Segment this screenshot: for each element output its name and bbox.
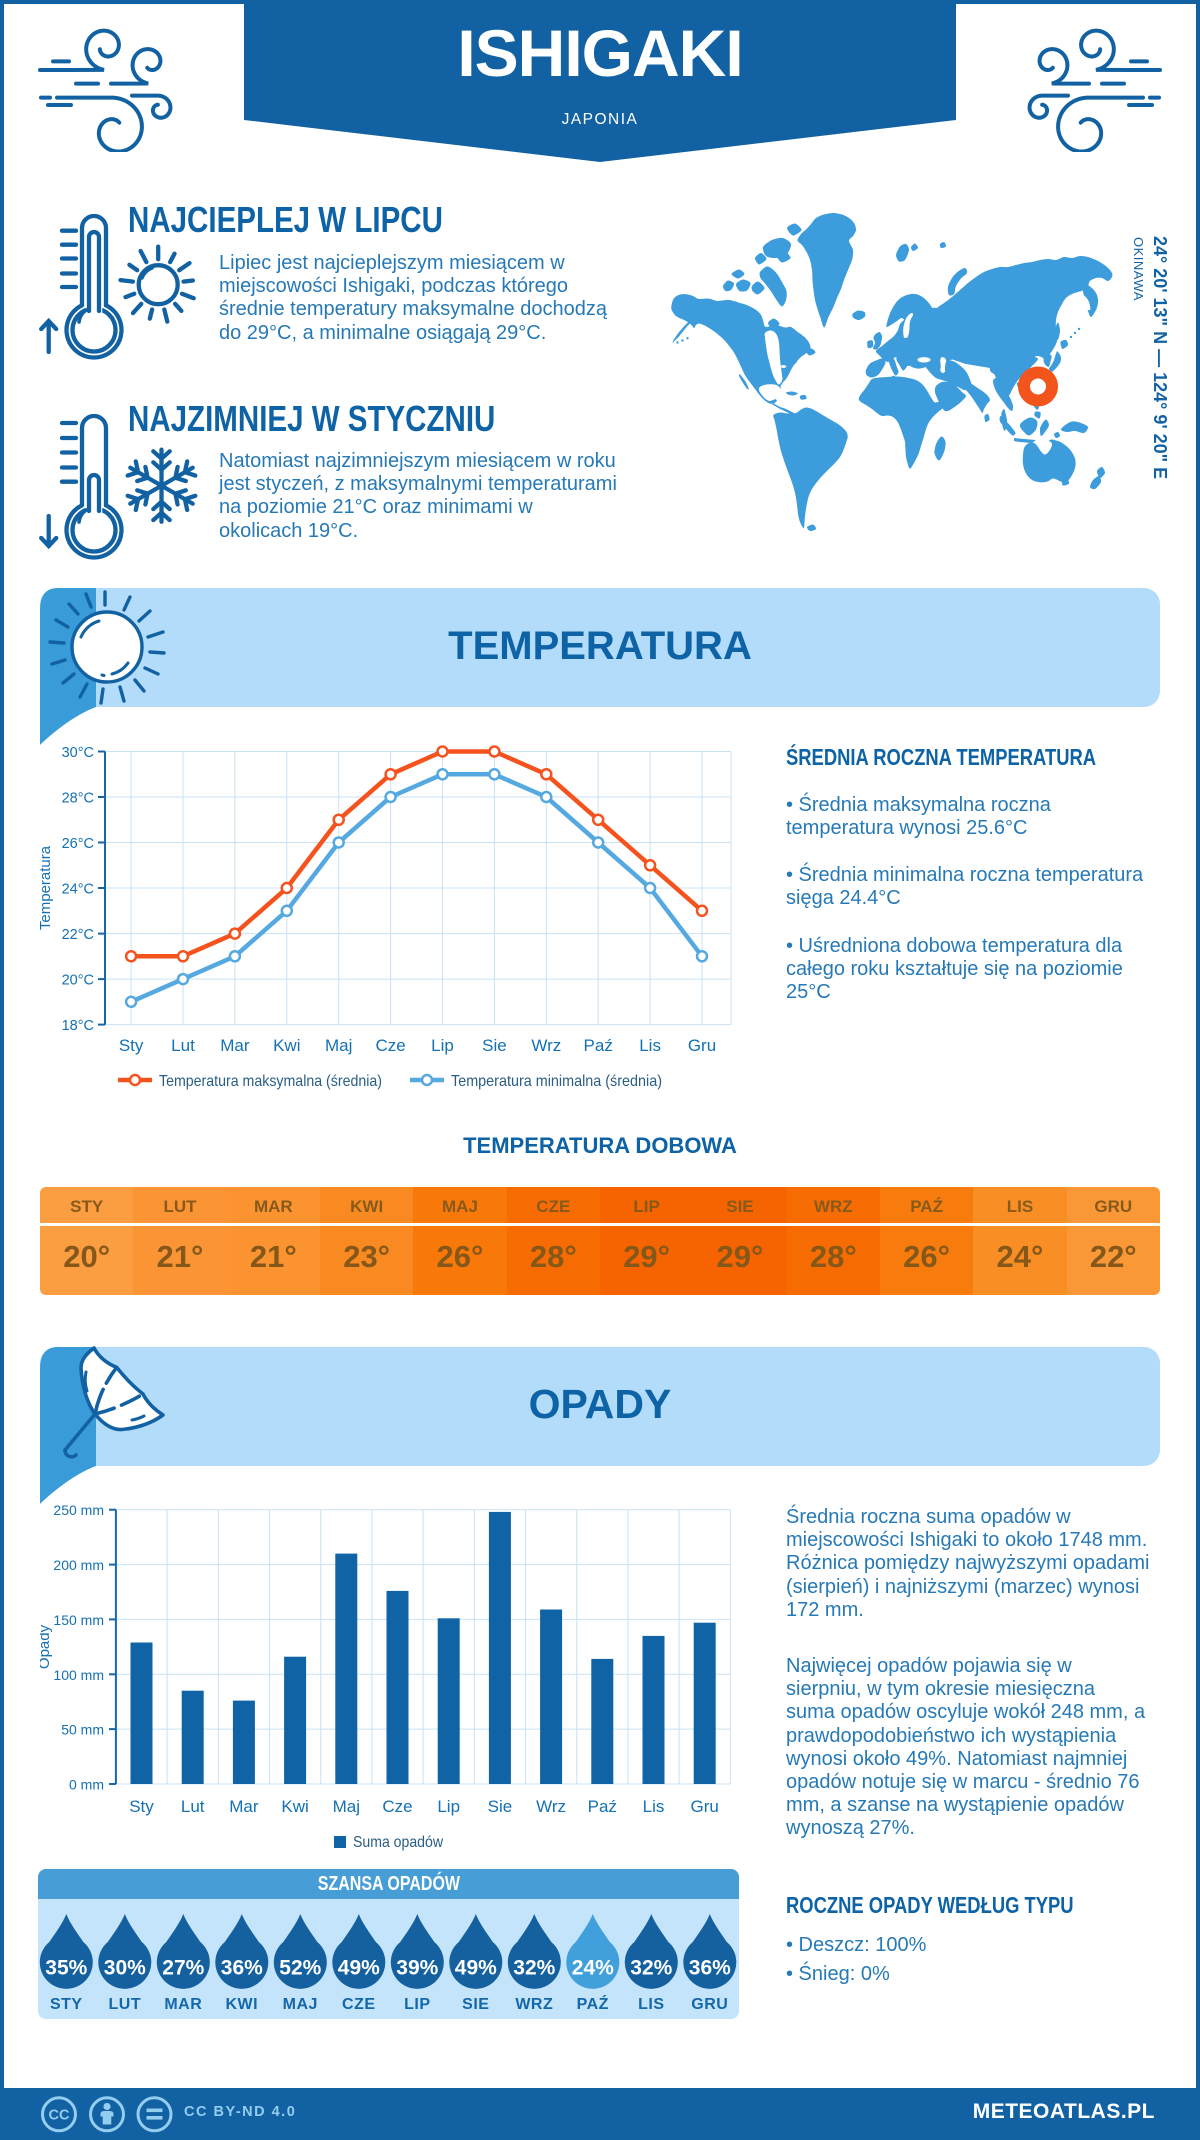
svg-text:Kwi: Kwi	[273, 1036, 300, 1055]
svg-text:Wrz: Wrz	[536, 1797, 566, 1816]
svg-text:28°C: 28°C	[62, 791, 94, 807]
svg-text:PAŹ: PAŹ	[577, 1994, 609, 2013]
svg-text:Mar: Mar	[229, 1797, 259, 1816]
svg-text:LIS: LIS	[638, 1996, 664, 2013]
svg-text:SIE: SIE	[462, 1996, 489, 2013]
svg-text:22°C: 22°C	[62, 927, 94, 943]
svg-text:MAR: MAR	[164, 1996, 202, 2013]
svg-text:Lut: Lut	[171, 1036, 195, 1055]
svg-text:24°C: 24°C	[62, 882, 94, 898]
svg-text:Opady: Opady	[40, 1624, 53, 1669]
svg-text:LUT: LUT	[108, 1996, 141, 2013]
svg-text:Sie: Sie	[488, 1797, 513, 1816]
svg-text:150 mm: 150 mm	[53, 1612, 104, 1628]
svg-text:Lis: Lis	[643, 1797, 665, 1816]
svg-text:100 mm: 100 mm	[53, 1667, 104, 1683]
svg-text:Cze: Cze	[375, 1036, 405, 1055]
svg-text:200 mm: 200 mm	[53, 1557, 104, 1573]
svg-text:Lip: Lip	[437, 1797, 460, 1816]
svg-text:Wrz: Wrz	[531, 1036, 561, 1055]
svg-text:27%: 27%	[162, 1957, 204, 1980]
svg-text:18°C: 18°C	[62, 1018, 94, 1034]
svg-text:CZE: CZE	[342, 1996, 376, 2013]
svg-text:0 mm: 0 mm	[69, 1777, 104, 1793]
svg-text:Sty: Sty	[129, 1797, 154, 1816]
svg-text:LIP: LIP	[404, 1996, 430, 2013]
svg-text:36%: 36%	[689, 1957, 731, 1980]
svg-text:250 mm: 250 mm	[53, 1502, 104, 1518]
svg-text:Maj: Maj	[325, 1036, 352, 1055]
svg-text:GRU: GRU	[691, 1996, 728, 2013]
svg-text:30°C: 30°C	[62, 745, 94, 761]
svg-text:Temperatura maksymalna (średni: Temperatura maksymalna (średnia)	[159, 1073, 382, 1090]
svg-text:20°C: 20°C	[62, 973, 94, 989]
svg-text:KWI: KWI	[225, 1996, 258, 2013]
svg-text:24%: 24%	[572, 1957, 614, 1980]
svg-text:32%: 32%	[630, 1957, 672, 1980]
svg-text:STY: STY	[50, 1996, 83, 2013]
svg-text:Lut: Lut	[181, 1797, 205, 1816]
svg-text:Kwi: Kwi	[281, 1797, 308, 1816]
svg-text:Temperatura minimalna (średnia: Temperatura minimalna (średnia)	[451, 1073, 662, 1090]
svg-text:Mar: Mar	[220, 1036, 250, 1055]
svg-text:Paź: Paź	[584, 1036, 613, 1055]
svg-text:Gru: Gru	[691, 1797, 719, 1816]
svg-text:WRZ: WRZ	[515, 1996, 553, 2013]
svg-text:36%: 36%	[221, 1957, 263, 1980]
svg-text:32%: 32%	[513, 1957, 555, 1980]
svg-text:Temperatura: Temperatura	[40, 845, 54, 930]
svg-text:Sie: Sie	[482, 1036, 507, 1055]
svg-text:MAJ: MAJ	[283, 1996, 318, 2013]
svg-text:35%: 35%	[45, 1957, 87, 1980]
svg-text:39%: 39%	[396, 1957, 438, 1980]
svg-text:30%: 30%	[104, 1957, 146, 1980]
svg-text:52%: 52%	[279, 1957, 321, 1980]
svg-text:Lip: Lip	[431, 1036, 454, 1055]
svg-text:49%: 49%	[338, 1957, 380, 1980]
svg-text:Cze: Cze	[382, 1797, 412, 1816]
svg-text:Maj: Maj	[333, 1797, 360, 1816]
svg-text:26°C: 26°C	[62, 836, 94, 852]
svg-text:Gru: Gru	[688, 1036, 716, 1055]
svg-text:50 mm: 50 mm	[61, 1722, 104, 1738]
svg-text:Paź: Paź	[588, 1797, 617, 1816]
svg-text:CC: CC	[49, 2108, 70, 2124]
svg-text:Lis: Lis	[639, 1036, 661, 1055]
svg-text:Suma opadów: Suma opadów	[353, 1834, 443, 1851]
svg-text:Sty: Sty	[119, 1036, 144, 1055]
svg-text:49%: 49%	[455, 1957, 497, 1980]
